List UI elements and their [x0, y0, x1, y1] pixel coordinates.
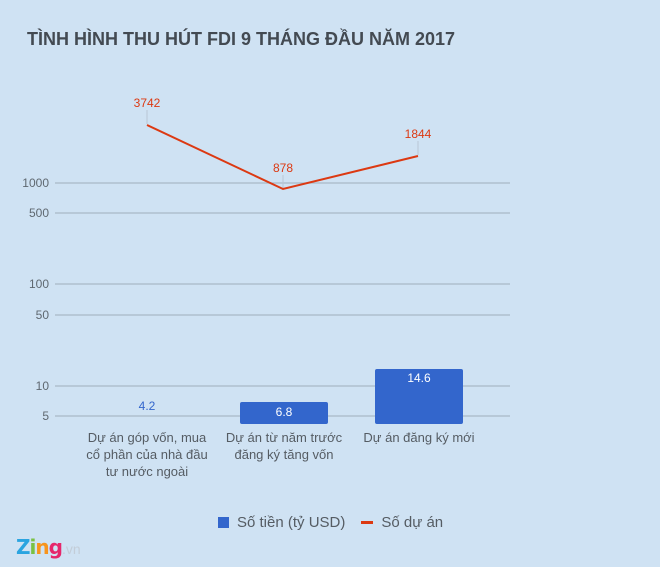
y-tick: 100: [29, 277, 49, 291]
bar-2[interactable]: [240, 402, 328, 424]
category-label-2-line-1: Dự án từ năm trước: [226, 430, 343, 445]
label-leaders: [146, 110, 419, 188]
bar-labels: 4.2 6.8 14.6: [139, 371, 431, 419]
category-label-2-line-2: đăng ký tăng vốn: [234, 447, 333, 462]
y-axis: 1000 500 100 50 10 5: [22, 176, 49, 423]
zing-logo: Zing.vn: [16, 535, 81, 559]
line-series[interactable]: [146, 124, 419, 191]
legend-line-swatch: [361, 521, 374, 524]
y-tick: 5: [42, 409, 49, 423]
line-value-1: 3742: [134, 96, 161, 110]
bar-value-3: 14.6: [407, 371, 431, 385]
x-axis: Dự án góp vốn, mua cổ phần của nhà đầu t…: [86, 430, 474, 479]
category-label-1-line-3: tư nước ngoài: [106, 464, 188, 479]
category-label-3: Dự án đăng ký mới: [363, 430, 474, 445]
legend-bar-swatch: [218, 517, 229, 528]
line-value-3: 1844: [405, 127, 432, 141]
legend-line-label[interactable]: Số dự án: [381, 514, 444, 531]
legend: Số tiền (tỷ USD) Số dự án: [218, 514, 443, 531]
line-value-2: 878: [273, 161, 293, 175]
y-tick: 1000: [22, 176, 49, 190]
bar-3[interactable]: [375, 369, 463, 424]
chart-title: TÌNH HÌNH THU HÚT FDI 9 THÁNG ĐẦU NĂM 20…: [27, 29, 456, 49]
bar-value-2: 6.8: [276, 405, 293, 419]
y-tick: 50: [36, 308, 50, 322]
category-label-1-line-2: cổ phần của nhà đầu: [86, 447, 207, 462]
bar-series: [240, 369, 463, 424]
y-tick: 500: [29, 206, 49, 220]
bar-value-1: 4.2: [139, 399, 156, 413]
y-tick: 10: [36, 379, 50, 393]
line-labels: 3742 878 1844: [134, 96, 432, 175]
legend-bar-label[interactable]: Số tiền (tỷ USD): [237, 514, 346, 531]
category-label-1-line-1: Dự án góp vốn, mua: [88, 430, 207, 445]
